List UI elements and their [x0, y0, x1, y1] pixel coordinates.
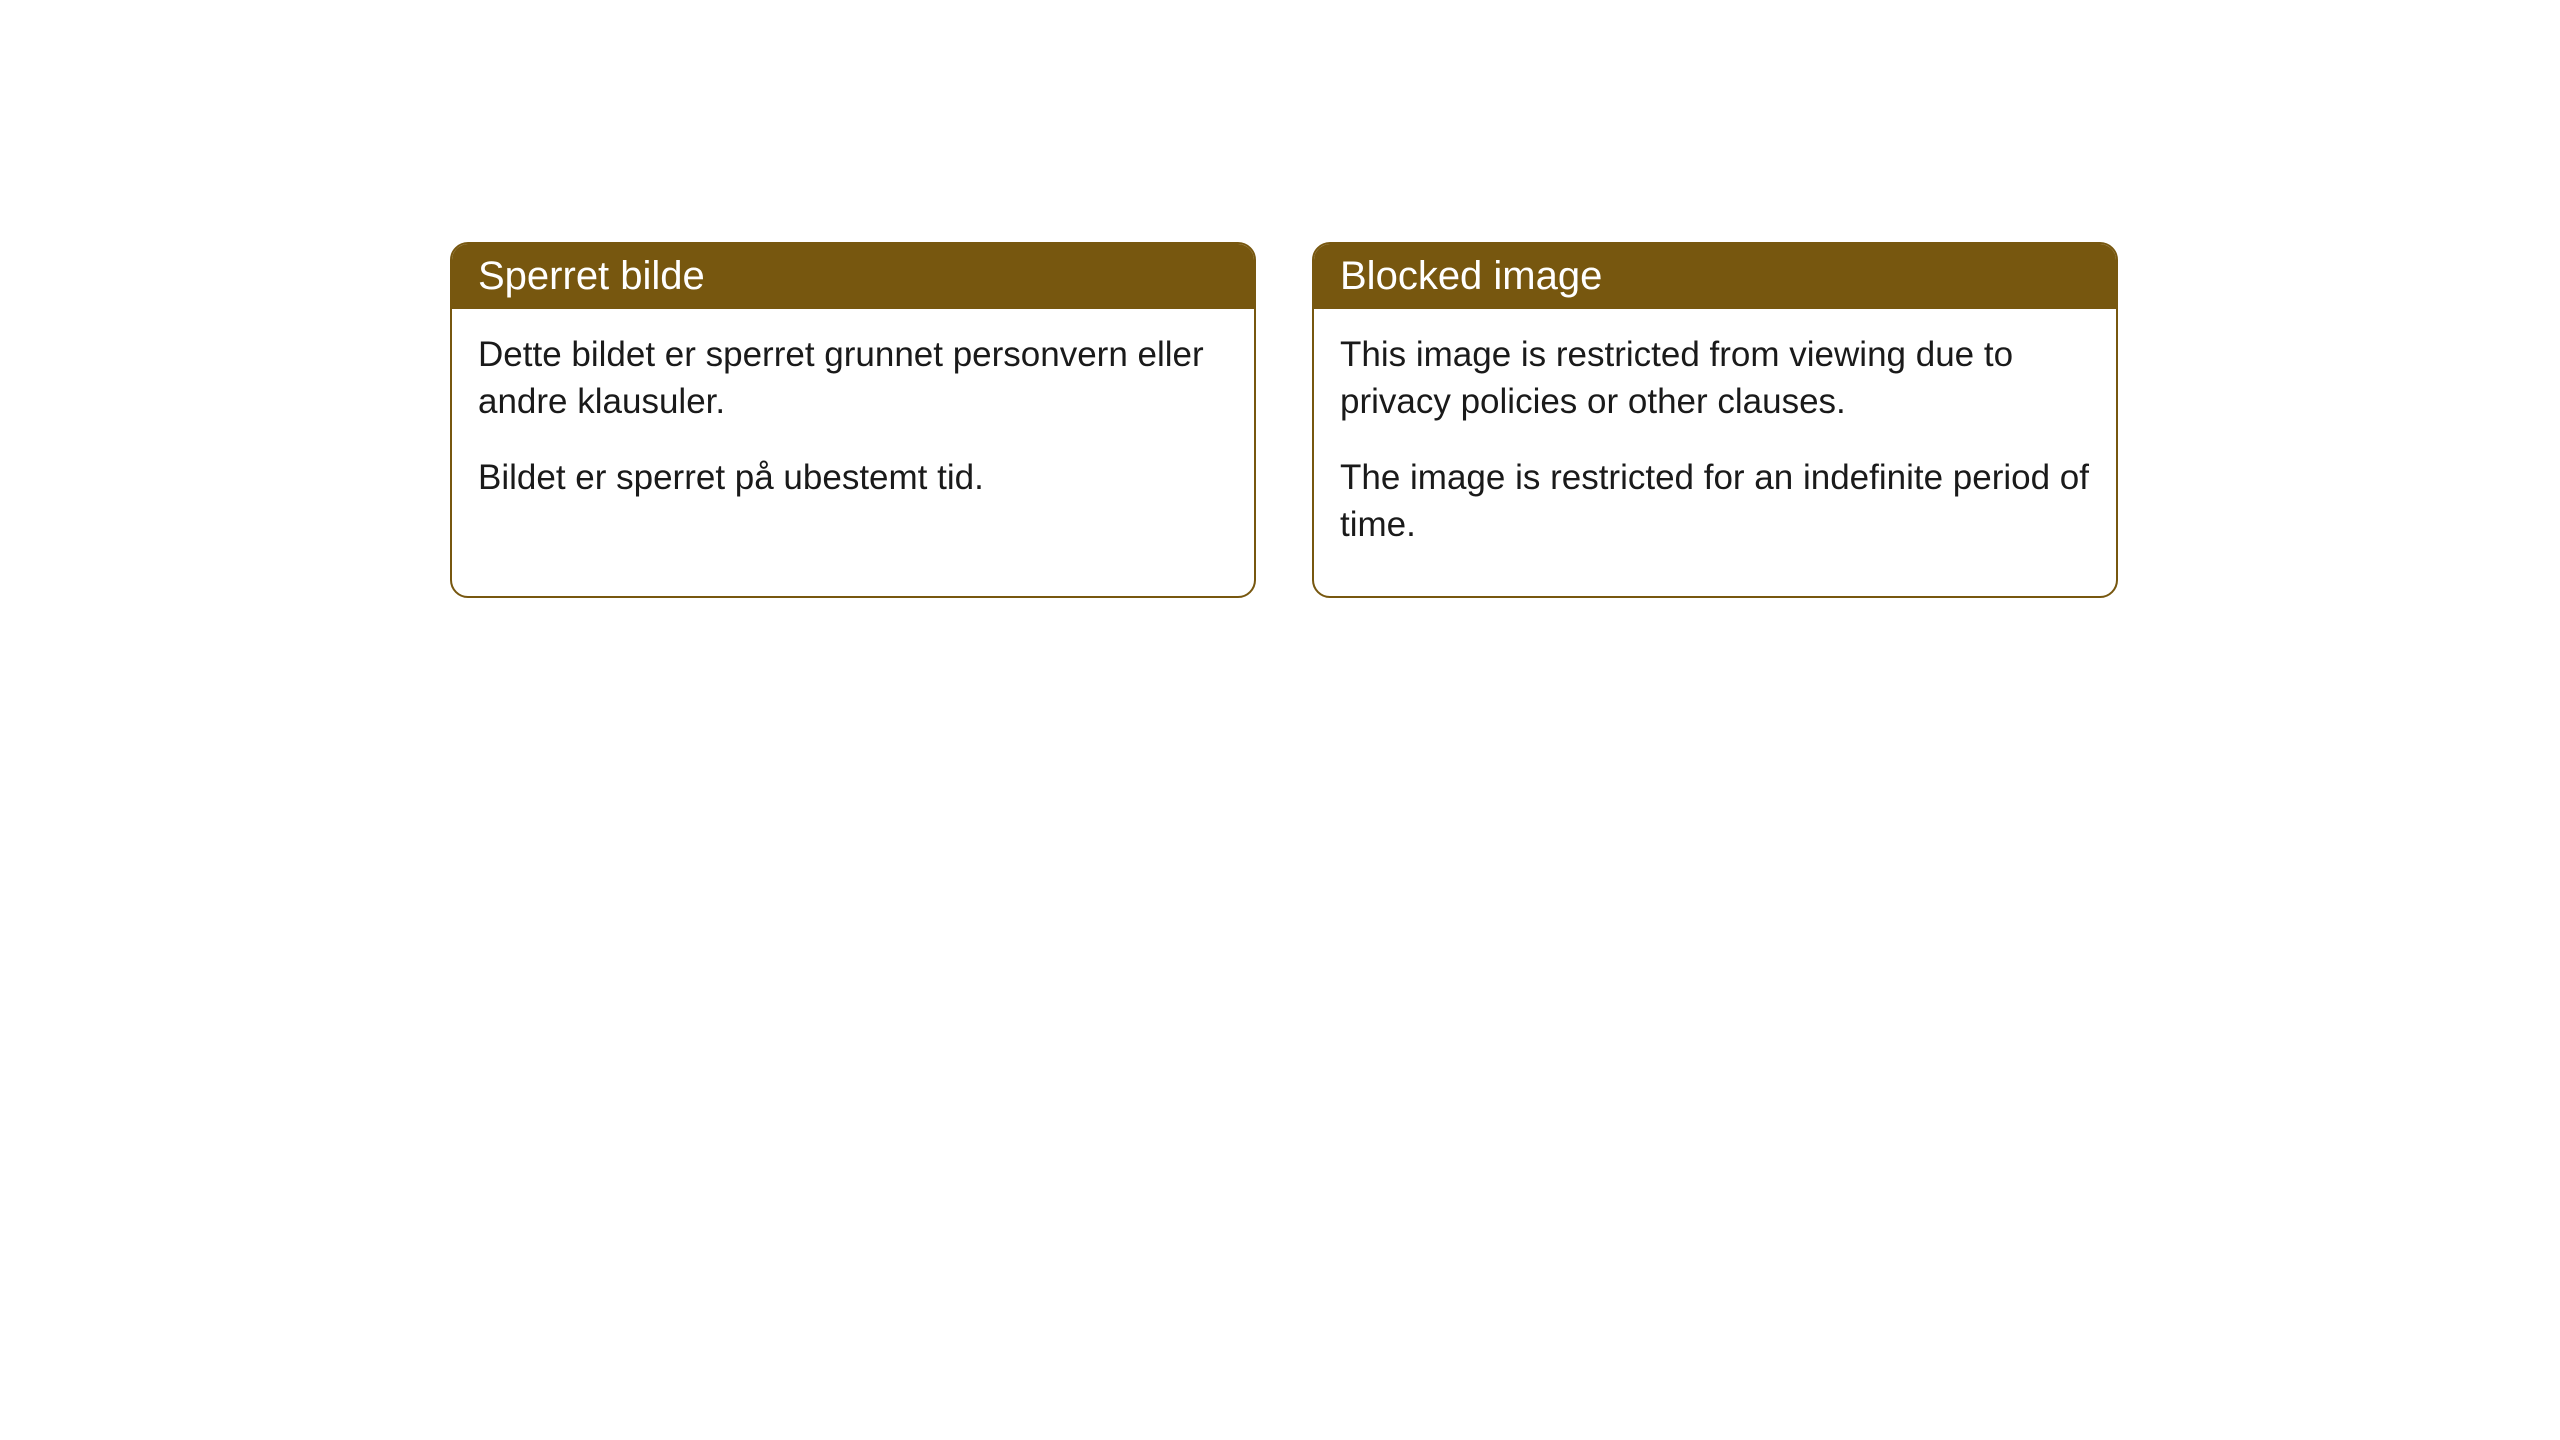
card-body-no: Dette bildet er sperret grunnet personve…: [452, 309, 1254, 549]
card-body-en: This image is restricted from viewing du…: [1314, 309, 2116, 596]
card-paragraph-2-no: Bildet er sperret på ubestemt tid.: [478, 454, 1228, 501]
card-paragraph-1-no: Dette bildet er sperret grunnet personve…: [478, 331, 1228, 426]
blocked-image-card-no: Sperret bilde Dette bildet er sperret gr…: [450, 242, 1256, 598]
blocked-image-card-en: Blocked image This image is restricted f…: [1312, 242, 2118, 598]
cards-container: Sperret bilde Dette bildet er sperret gr…: [450, 242, 2118, 598]
card-header-en: Blocked image: [1314, 244, 2116, 309]
card-title-no: Sperret bilde: [478, 254, 705, 298]
card-header-no: Sperret bilde: [452, 244, 1254, 309]
card-paragraph-2-en: The image is restricted for an indefinit…: [1340, 454, 2090, 549]
card-title-en: Blocked image: [1340, 254, 1602, 298]
card-paragraph-1-en: This image is restricted from viewing du…: [1340, 331, 2090, 426]
